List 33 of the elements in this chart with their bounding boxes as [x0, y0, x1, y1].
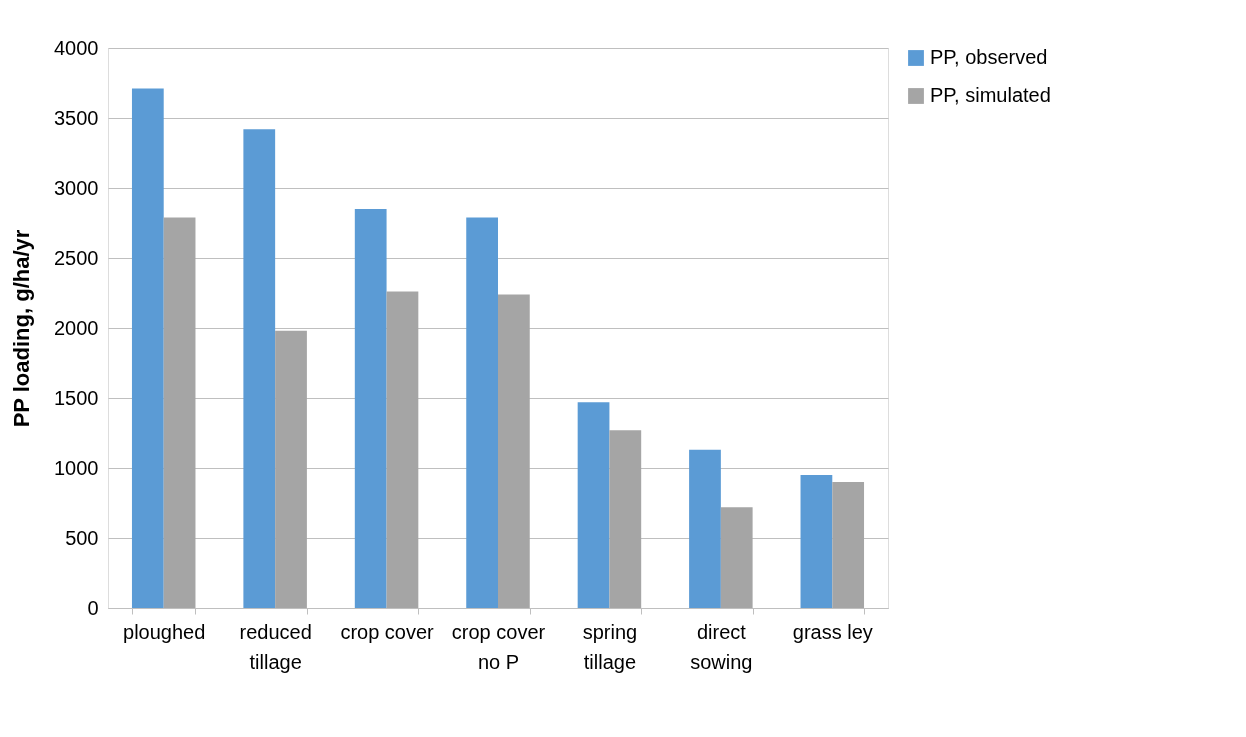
x-tick-label: crop cover no P: [451, 620, 546, 673]
y-tick-label: 4000: [54, 36, 99, 59]
bar: [800, 475, 833, 608]
legend-label: PP, observed: [930, 46, 1048, 68]
legend-label: PP, simulated: [930, 84, 1051, 106]
bar: [163, 217, 196, 608]
x-tick-label: crop cover: [340, 620, 435, 643]
bar: [498, 294, 530, 608]
bar: [577, 402, 610, 608]
x-tick-label: spring tillage: [582, 620, 638, 673]
bar: [131, 88, 164, 608]
y-tick-label: 1000: [54, 456, 99, 479]
y-tick-label: 0: [87, 596, 99, 619]
bar: [720, 507, 753, 608]
bar: [275, 330, 307, 608]
y-tick-label: 3500: [54, 106, 99, 129]
x-tick-label: direct sowing: [690, 620, 753, 673]
y-axis-title: PP loading, g/ha/yr: [9, 229, 35, 428]
bar: [832, 482, 865, 608]
bar: [466, 217, 498, 608]
bar: [386, 291, 419, 608]
bar: [689, 449, 721, 608]
y-tick-label: 500: [65, 526, 99, 549]
y-tick-label: 2000: [54, 316, 99, 339]
y-tick-label: 2500: [54, 246, 99, 269]
x-tick-label: reduced tillage: [239, 620, 312, 673]
x-tick-label: ploughed: [123, 620, 206, 643]
x-tick-label: grass ley: [792, 620, 873, 643]
y-tick-label: 3000: [54, 176, 99, 199]
bar: [609, 430, 642, 608]
bar: [354, 209, 387, 608]
y-tick-label: 1500: [54, 386, 99, 409]
bar: [243, 129, 276, 608]
